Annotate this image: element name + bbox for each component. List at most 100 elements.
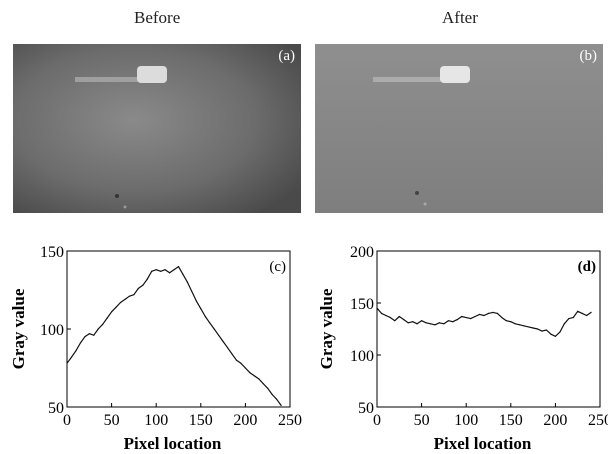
- data-point: [474, 315, 476, 318]
- data-point: [231, 353, 233, 355]
- title-after: After: [442, 8, 478, 27]
- data-point: [271, 393, 273, 396]
- data-point: [487, 312, 490, 314]
- data-point: [235, 359, 238, 361]
- series-line: [376, 307, 592, 337]
- data-point: [385, 314, 387, 317]
- x-tick-label: 100: [454, 412, 478, 429]
- x-tick-label: 50: [104, 412, 120, 429]
- data-point: [416, 323, 418, 325]
- infrared-image-before: (a): [13, 44, 301, 213]
- x-tick-label: 150: [499, 412, 523, 429]
- data-point: [128, 295, 131, 297]
- data-point: [195, 300, 197, 302]
- series-line: [66, 266, 282, 406]
- y-tick-label: 200: [350, 244, 374, 261]
- data-point: [465, 316, 467, 319]
- data-point: [470, 318, 472, 320]
- data-point: [164, 269, 166, 271]
- data-point: [394, 320, 396, 322]
- data-point: [191, 290, 193, 293]
- x-tick-label: 200: [233, 412, 257, 429]
- data-point: [66, 362, 68, 364]
- data-point: [478, 313, 481, 316]
- x-tick-label: 100: [144, 412, 168, 429]
- data-point: [438, 322, 441, 324]
- data-point: [222, 340, 224, 343]
- data-point: [492, 311, 494, 313]
- data-point: [258, 378, 260, 380]
- panel-label-d: (d): [578, 259, 596, 275]
- data-point: [146, 278, 148, 280]
- data-point: [380, 312, 383, 314]
- data-point: [519, 324, 521, 326]
- data-point: [168, 272, 171, 274]
- data-point: [541, 330, 543, 332]
- data-point: [177, 266, 180, 268]
- data-point: [403, 319, 405, 321]
- data-point: [218, 334, 220, 336]
- data-point: [226, 347, 229, 349]
- data-point: [79, 342, 81, 344]
- x-tick-label: 250: [278, 412, 302, 429]
- data-point: [586, 314, 588, 317]
- data-point: [173, 269, 175, 271]
- x-tick-label: 200: [543, 412, 567, 429]
- data-point: [577, 310, 579, 312]
- x-axis-label: Pixel location: [434, 434, 532, 453]
- data-point: [563, 323, 565, 325]
- data-point: [590, 311, 592, 313]
- infrared-image-after: (b): [315, 44, 603, 213]
- data-point: [253, 375, 255, 377]
- data-point: [115, 306, 117, 308]
- data-point: [447, 320, 449, 322]
- plot-frame: [66, 250, 291, 408]
- data-point: [452, 321, 454, 323]
- x-tick-label: 50: [414, 412, 430, 429]
- y-tick-label: 150: [40, 244, 64, 261]
- data-point: [510, 321, 512, 323]
- data-point: [106, 317, 108, 319]
- data-point: [456, 319, 458, 321]
- plot-frame: [376, 250, 601, 408]
- data-point: [160, 270, 162, 272]
- data-point: [133, 294, 135, 296]
- y-tick-label: 100: [350, 348, 374, 365]
- data-point: [443, 323, 445, 325]
- data-point: [209, 322, 211, 324]
- data-point: [137, 287, 139, 290]
- data-point: [204, 315, 206, 318]
- x-tick-label: 0: [63, 412, 71, 429]
- data-point: [429, 323, 432, 325]
- y-tick-label: 50: [48, 400, 64, 417]
- data-point: [496, 312, 499, 314]
- data-point: [421, 320, 423, 322]
- data-point: [559, 331, 561, 333]
- data-point: [532, 327, 534, 329]
- data-point: [213, 328, 215, 330]
- data-point: [88, 333, 90, 335]
- x-tick-label: 250: [588, 412, 608, 429]
- data-point: [398, 315, 400, 318]
- data-point: [102, 323, 104, 325]
- data-point: [407, 322, 409, 324]
- data-point: [581, 312, 583, 314]
- data-point: [111, 311, 113, 313]
- panel-label-c: (c): [269, 259, 286, 275]
- data-point: [276, 398, 278, 400]
- y-axis-label: Gray value: [9, 288, 28, 369]
- data-point: [200, 308, 202, 310]
- data-point: [425, 322, 427, 324]
- panel-label-a: (a): [278, 48, 295, 64]
- data-point: [568, 318, 570, 320]
- data-point: [186, 281, 189, 283]
- data-point: [412, 321, 414, 323]
- data-point: [124, 298, 126, 300]
- data-point: [376, 307, 378, 309]
- data-point: [389, 316, 391, 319]
- data-point: [75, 350, 77, 352]
- y-tick-label: 150: [350, 296, 374, 313]
- data-point: [528, 326, 530, 328]
- x-axis-label: Pixel location: [124, 434, 222, 453]
